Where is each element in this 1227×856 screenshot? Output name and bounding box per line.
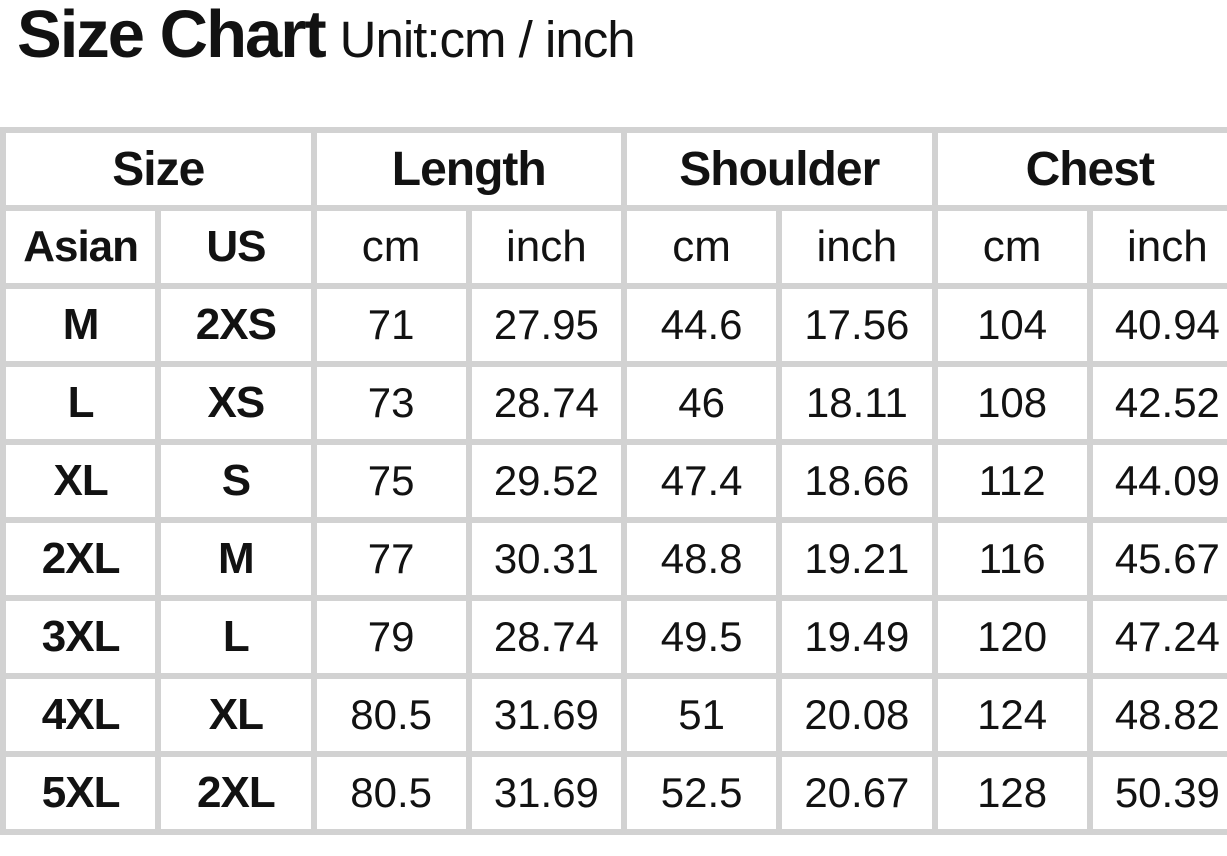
table-row: M 2XS 71 27.95 44.6 17.56 104 40.94	[6, 289, 1227, 361]
cell-length-inch: 28.74	[471, 601, 621, 673]
column-group-length: Length	[316, 133, 621, 205]
cell-shoulder-cm: 47.4	[627, 445, 777, 517]
subheader-asian: Asian	[6, 211, 156, 283]
table-row: 4XL XL 80.5 31.69 51 20.08 124 48.82	[6, 679, 1227, 751]
subheader-shoulder-cm: cm	[627, 211, 777, 283]
table-row: 5XL 2XL 80.5 31.69 52.5 20.67 128 50.39	[6, 757, 1227, 829]
cell-chest-inch: 50.39	[1092, 757, 1227, 829]
cell-chest-inch: 45.67	[1092, 523, 1227, 595]
cell-length-inch: 31.69	[471, 757, 621, 829]
cell-shoulder-cm: 48.8	[627, 523, 777, 595]
subheader-length-cm: cm	[316, 211, 466, 283]
table-row: L XS 73 28.74 46 18.11 108 42.52	[6, 367, 1227, 439]
page-title: Size Chart	[17, 0, 327, 72]
cell-length-inch: 31.69	[471, 679, 621, 751]
cell-chest-cm: 108	[937, 367, 1087, 439]
column-group-shoulder: Shoulder	[627, 133, 932, 205]
cell-shoulder-inch: 19.49	[782, 601, 932, 673]
cell-asian-size: XL	[6, 445, 156, 517]
unit-label: Unit:cm / inch	[339, 11, 636, 68]
cell-shoulder-cm: 49.5	[627, 601, 777, 673]
cell-shoulder-cm: 44.6	[627, 289, 777, 361]
cell-chest-inch: 42.52	[1092, 367, 1227, 439]
table-row: 2XL M 77 30.31 48.8 19.21 116 45.67	[6, 523, 1227, 595]
size-chart-table: Size Length Shoulder Chest Asian US cm i…	[0, 127, 1227, 835]
cell-asian-size: 4XL	[6, 679, 156, 751]
cell-shoulder-inch: 20.08	[782, 679, 932, 751]
cell-us-size: XS	[161, 367, 311, 439]
cell-length-cm: 79	[316, 601, 466, 673]
subheader-shoulder-inch: inch	[782, 211, 932, 283]
cell-asian-size: 5XL	[6, 757, 156, 829]
column-group-size: Size	[6, 133, 311, 205]
cell-shoulder-inch: 18.11	[782, 367, 932, 439]
cell-length-cm: 80.5	[316, 679, 466, 751]
cell-length-cm: 75	[316, 445, 466, 517]
table-row: XL S 75 29.52 47.4 18.66 112 44.09	[6, 445, 1227, 517]
table-header: Size Length Shoulder Chest Asian US cm i…	[6, 133, 1227, 283]
cell-shoulder-cm: 52.5	[627, 757, 777, 829]
cell-chest-cm: 120	[937, 601, 1087, 673]
cell-length-cm: 73	[316, 367, 466, 439]
cell-asian-size: L	[6, 367, 156, 439]
cell-us-size: S	[161, 445, 311, 517]
subheader-chest-cm: cm	[937, 211, 1087, 283]
subheader-length-inch: inch	[471, 211, 621, 283]
cell-chest-inch: 44.09	[1092, 445, 1227, 517]
cell-chest-cm: 104	[937, 289, 1087, 361]
cell-length-inch: 28.74	[471, 367, 621, 439]
subheader-row: Asian US cm inch cm inch cm inch	[6, 211, 1227, 283]
cell-chest-cm: 124	[937, 679, 1087, 751]
cell-chest-inch: 48.82	[1092, 679, 1227, 751]
cell-length-cm: 77	[316, 523, 466, 595]
cell-shoulder-inch: 20.67	[782, 757, 932, 829]
cell-chest-inch: 47.24	[1092, 601, 1227, 673]
cell-asian-size: M	[6, 289, 156, 361]
cell-shoulder-inch: 17.56	[782, 289, 932, 361]
column-group-row: Size Length Shoulder Chest	[6, 133, 1227, 205]
cell-length-inch: 30.31	[471, 523, 621, 595]
cell-length-inch: 29.52	[471, 445, 621, 517]
cell-asian-size: 3XL	[6, 601, 156, 673]
cell-us-size: 2XL	[161, 757, 311, 829]
cell-asian-size: 2XL	[6, 523, 156, 595]
table-body: M 2XS 71 27.95 44.6 17.56 104 40.94 L XS…	[6, 289, 1227, 829]
cell-us-size: L	[161, 601, 311, 673]
cell-chest-inch: 40.94	[1092, 289, 1227, 361]
cell-length-inch: 27.95	[471, 289, 621, 361]
cell-shoulder-inch: 19.21	[782, 523, 932, 595]
cell-us-size: XL	[161, 679, 311, 751]
cell-chest-cm: 128	[937, 757, 1087, 829]
cell-shoulder-inch: 18.66	[782, 445, 932, 517]
cell-length-cm: 71	[316, 289, 466, 361]
cell-chest-cm: 116	[937, 523, 1087, 595]
column-group-chest: Chest	[937, 133, 1227, 205]
cell-us-size: 2XS	[161, 289, 311, 361]
page-header: Size Chart Unit:cm / inch	[17, 0, 636, 73]
subheader-chest-inch: inch	[1092, 211, 1227, 283]
cell-shoulder-cm: 46	[627, 367, 777, 439]
cell-us-size: M	[161, 523, 311, 595]
table-row: 3XL L 79 28.74 49.5 19.49 120 47.24	[6, 601, 1227, 673]
cell-chest-cm: 112	[937, 445, 1087, 517]
cell-shoulder-cm: 51	[627, 679, 777, 751]
subheader-us: US	[161, 211, 311, 283]
cell-length-cm: 80.5	[316, 757, 466, 829]
